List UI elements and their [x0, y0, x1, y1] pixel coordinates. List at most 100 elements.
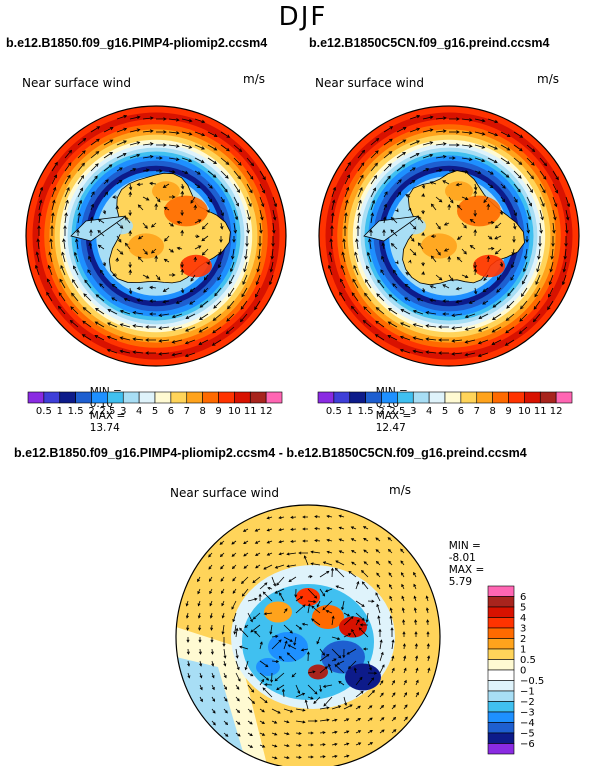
- wind-vector-head: [214, 292, 218, 297]
- wind-vector: [331, 743, 337, 746]
- wind-vector-head: [311, 618, 315, 622]
- wind-vector-head: [326, 570, 330, 574]
- wind-vector-head: [429, 285, 434, 289]
- wind-vector-head: [225, 330, 230, 335]
- wind-vector-head: [99, 283, 103, 287]
- wind-vector: [295, 596, 303, 602]
- wind-vector: [220, 222, 223, 229]
- wind-vector-head: [366, 251, 371, 256]
- wind-vector: [552, 222, 555, 233]
- wind-vector-head: [330, 567, 334, 571]
- colorbar-tick-label: −4: [520, 718, 535, 729]
- wind-vector-head: [389, 138, 393, 143]
- wind-vector: [222, 624, 225, 634]
- wind-vector: [190, 274, 196, 282]
- wind-vector-head: [416, 298, 421, 302]
- wind-vector-head: [262, 176, 266, 181]
- wind-vector: [282, 689, 285, 698]
- wind-vector-head: [477, 340, 482, 345]
- wind-vector-head: [266, 528, 270, 532]
- wind-vector: [422, 154, 433, 159]
- wind-vector-head: [277, 710, 281, 714]
- wind-vector-head: [96, 138, 100, 143]
- colorbar-tick-label: 12: [550, 406, 563, 417]
- wind-vector-head: [486, 255, 491, 260]
- wind-vector-head: [263, 566, 267, 570]
- wind-vector: [38, 213, 41, 224]
- wind-vector-head: [274, 590, 278, 594]
- wind-vector-head: [79, 187, 83, 192]
- wind-vector-head: [249, 721, 253, 725]
- wind-vector-head: [244, 255, 248, 260]
- wind-vector: [301, 648, 309, 651]
- wind-vector: [235, 628, 238, 638]
- wind-vector: [181, 131, 192, 135]
- wind-vector: [513, 131, 523, 138]
- wind-vector: [151, 222, 157, 228]
- wind-vector-head: [241, 580, 245, 584]
- wind-vector-head: [273, 203, 278, 208]
- wind-vector-head: [521, 293, 525, 297]
- wind-vector-head: [171, 314, 176, 319]
- wind-vector-head: [228, 293, 232, 297]
- wind-vector: [549, 274, 554, 285]
- wind-vector-head: [450, 199, 454, 204]
- wind-vector-head: [383, 203, 387, 208]
- wind-vector-head: [391, 655, 395, 659]
- wind-vector: [461, 248, 467, 255]
- wind-vector: [172, 339, 183, 343]
- wind-vector-head: [464, 169, 469, 174]
- wind-vector: [98, 244, 105, 250]
- wind-vector: [456, 300, 463, 303]
- wind-vector: [176, 300, 183, 304]
- wind-vector-head: [156, 198, 161, 203]
- wind-vector: [343, 633, 351, 638]
- colorbar-tick-label: 4: [426, 406, 432, 417]
- wind-vector: [77, 187, 83, 198]
- colorbar-tick-label: 11: [534, 406, 547, 417]
- wind-vector: [375, 334, 385, 341]
- wind-vector-head: [76, 229, 80, 233]
- wind-vector-head: [221, 631, 225, 635]
- wind-vector-head: [414, 631, 418, 635]
- wind-vector: [116, 140, 127, 146]
- wind-vector: [361, 570, 369, 578]
- wind-vector: [461, 157, 472, 160]
- wind-vector-head: [186, 651, 190, 655]
- wind-vector-head: [314, 527, 318, 531]
- wind-vector-head: [111, 283, 116, 288]
- wind-vector-head: [357, 718, 362, 721]
- wind-vector-head: [478, 328, 482, 332]
- wind-vector-head: [358, 742, 362, 746]
- wind-vector-head: [128, 191, 132, 196]
- wind-vector: [331, 705, 341, 710]
- wind-vector-head: [325, 610, 329, 613]
- wind-vector-head: [451, 339, 456, 343]
- wind-vector: [275, 564, 285, 569]
- wind-vector: [142, 274, 149, 279]
- wind-vector-head: [78, 199, 83, 204]
- wind-vector: [513, 209, 517, 216]
- wind-vector-head: [224, 698, 228, 702]
- wind-vector-head: [149, 142, 154, 146]
- wind-vector-head: [355, 238, 359, 243]
- wind-vector-head: [491, 341, 496, 345]
- wind-vector: [313, 696, 321, 704]
- wind-vector: [185, 352, 196, 357]
- wind-vector: [246, 157, 254, 166]
- wind-vector-head: [345, 199, 349, 204]
- wind-vector: [383, 191, 388, 198]
- wind-vector-head: [187, 675, 191, 679]
- wind-vector: [457, 205, 463, 211]
- wind-vector-head: [119, 167, 123, 171]
- wind-vector-head: [72, 279, 76, 283]
- wind-vector-head: [310, 562, 314, 566]
- wind-vector-head: [494, 224, 499, 229]
- wind-vector-head: [421, 193, 425, 197]
- wind-vector: [116, 180, 123, 185]
- wind-vector-head: [319, 688, 323, 693]
- wind-vector-head: [379, 639, 383, 643]
- wind-vector-head: [443, 222, 448, 226]
- wind-vector-head: [391, 639, 395, 643]
- wind-vector-head: [259, 641, 263, 645]
